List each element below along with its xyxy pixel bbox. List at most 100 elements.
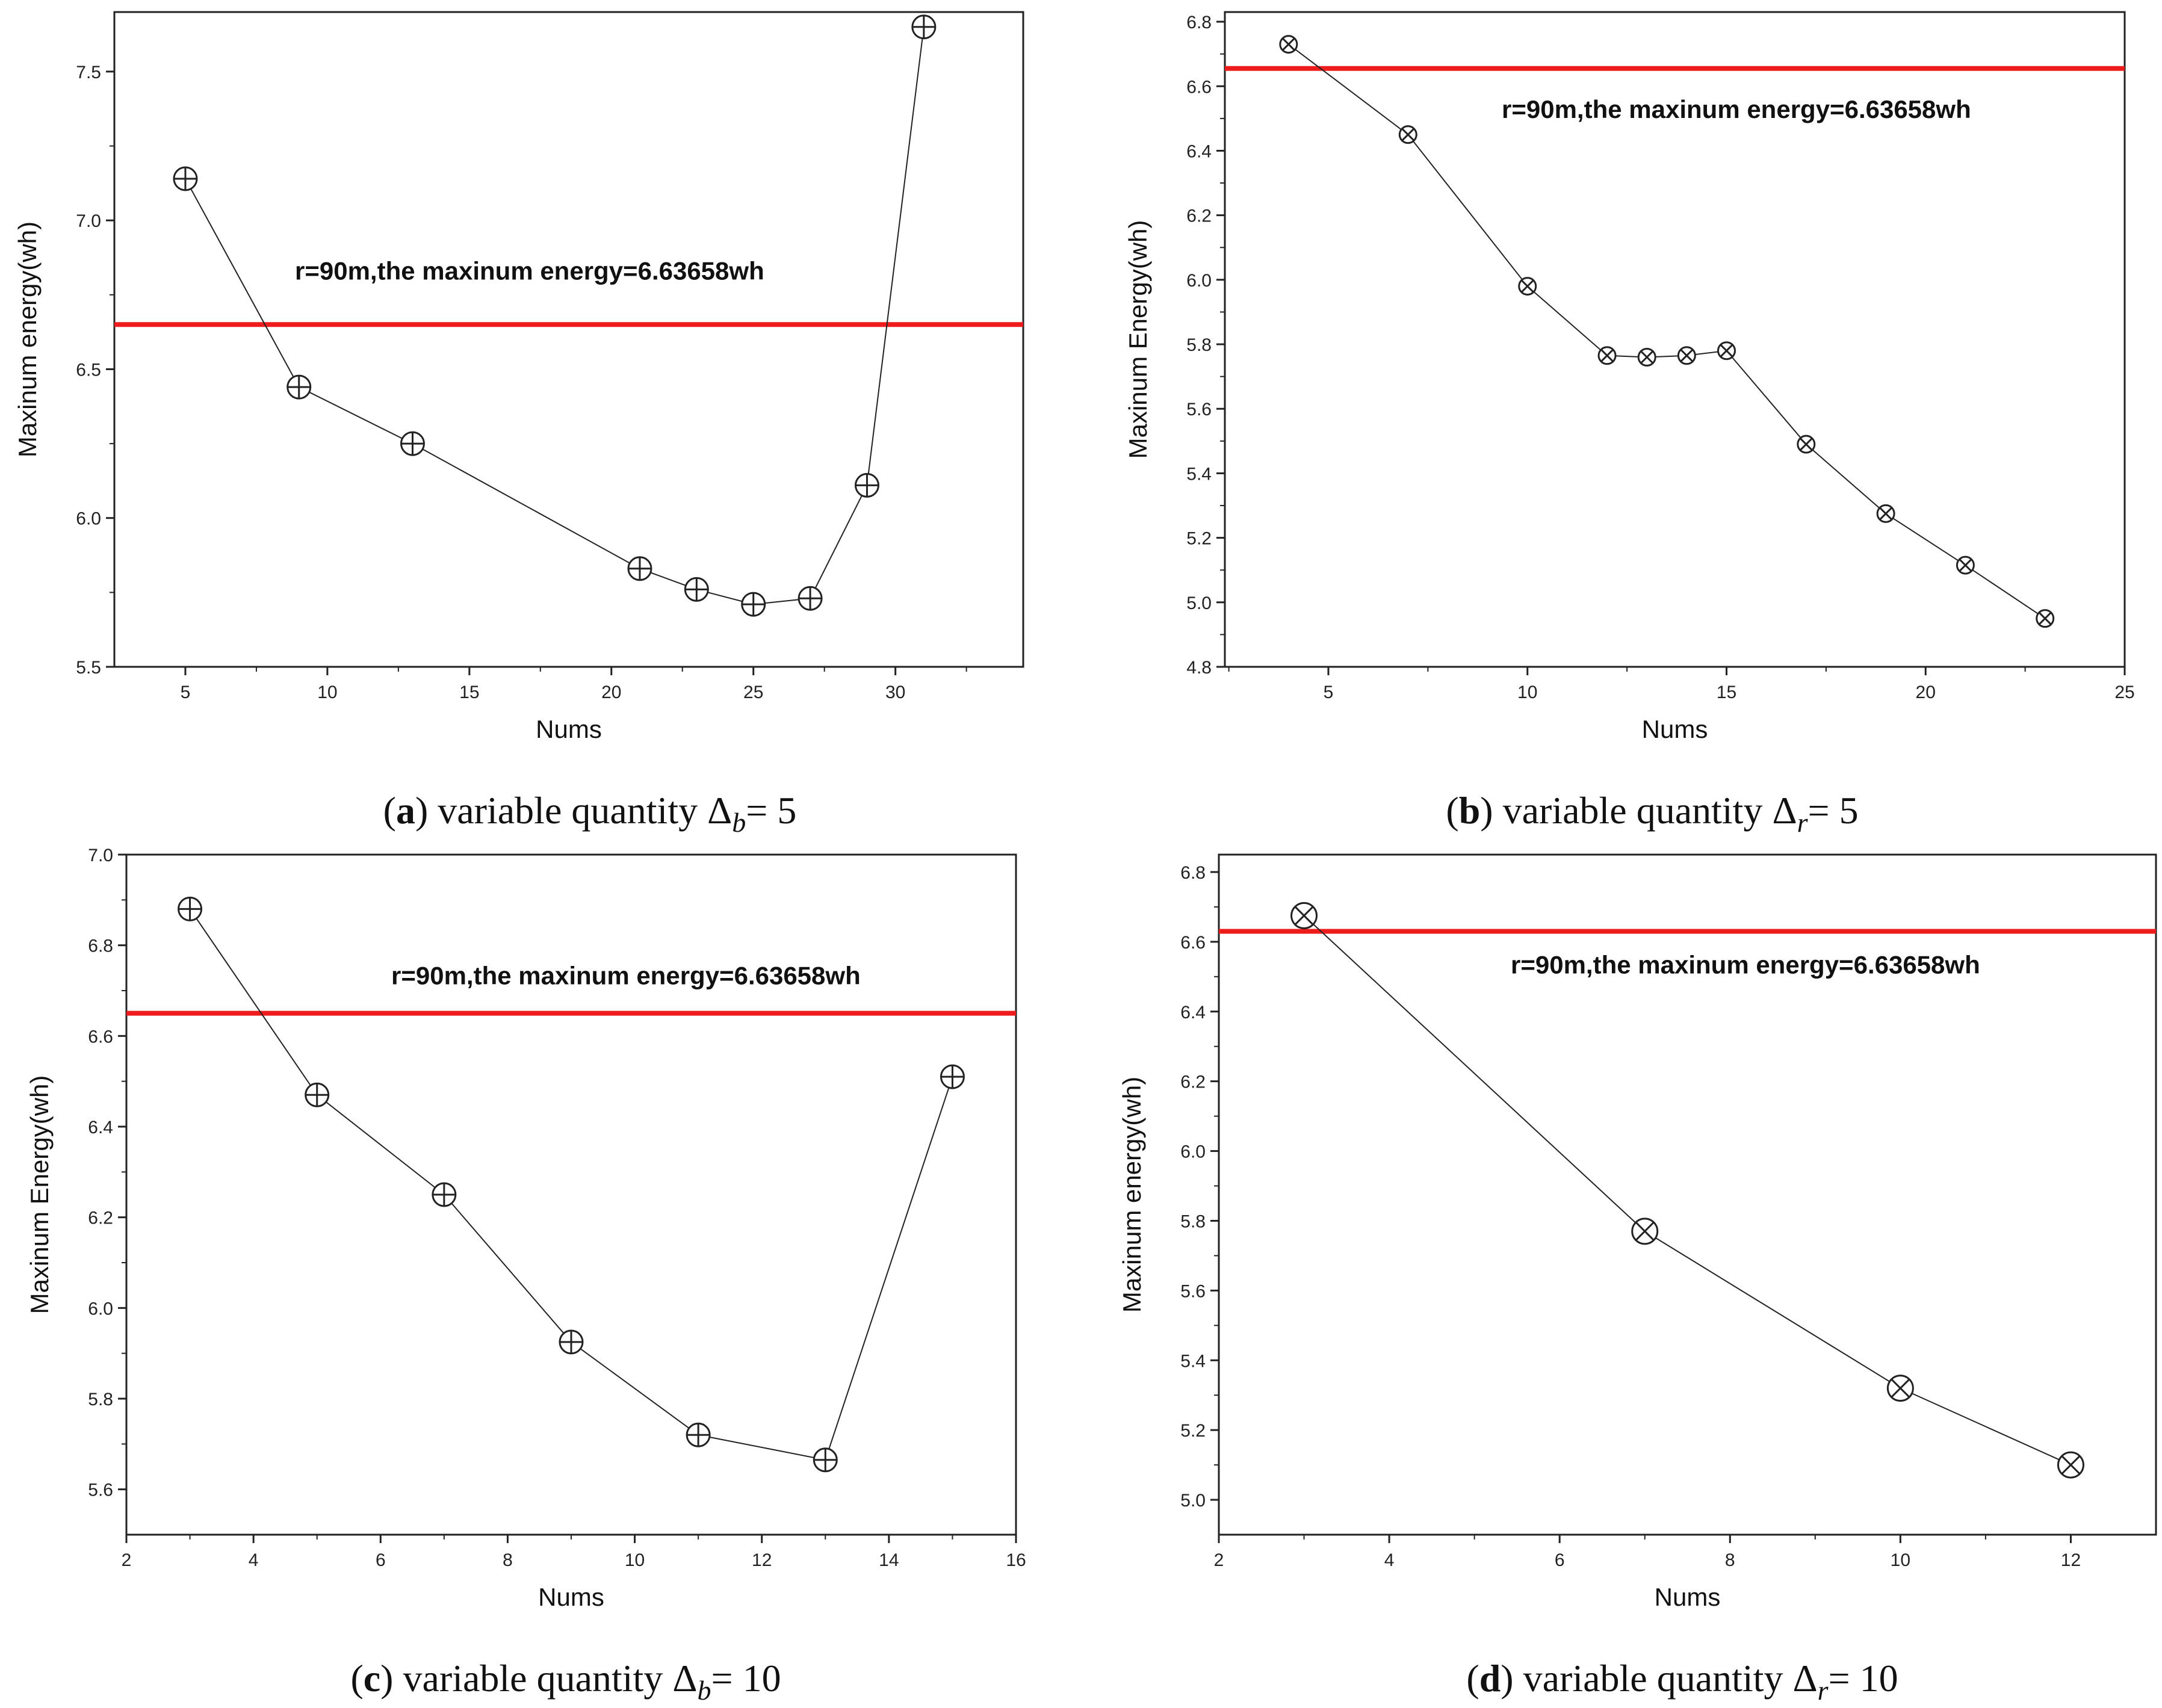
y-tick-label: 5.8 [1180, 1211, 1206, 1231]
y-tick-label: 6.4 [88, 1118, 113, 1137]
y-tick-label: 5.5 [76, 658, 101, 678]
data-point [854, 472, 879, 498]
y-tick-label: 6.4 [1180, 1003, 1206, 1023]
y-tick-label: 6.5 [76, 360, 101, 380]
y-tick-label: 6.8 [88, 936, 113, 956]
y-tick-label: 5.8 [88, 1390, 113, 1409]
y-tick-label: 6.6 [88, 1027, 113, 1047]
x-tick-label: 30 [885, 682, 905, 702]
panel-caption: (c) variable quantity Δb= 10 [350, 1657, 781, 1706]
y-tick-label: 5.8 [1186, 335, 1212, 355]
x-tick-label: 6 [1555, 1550, 1565, 1570]
threshold-annotation: r=90m,the maxinum energy=6.63658wh [1511, 950, 1980, 979]
y-tick-label: 5.2 [1180, 1421, 1206, 1441]
data-point [173, 166, 198, 191]
data-point [684, 577, 709, 602]
x-tick-label: 12 [2061, 1550, 2081, 1570]
threshold-annotation: r=90m,the maxinum energy=6.63658wh [295, 256, 764, 285]
y-tick-label: 7.5 [76, 63, 101, 82]
y-tick-label: 6.8 [1180, 863, 1206, 883]
data-point [559, 1329, 584, 1355]
panel-c: 2 4 6 8 10 12 14 16 5.6 5.8 6.0 6.2 6.4 6.6 6.8 7.0 Nums… [25, 846, 1026, 1706]
y-tick-label: 5.6 [1186, 400, 1212, 419]
y-tick-label: 6.0 [1186, 271, 1212, 291]
data-point [686, 1422, 711, 1447]
data-point [798, 586, 823, 611]
plot-frame [1224, 11, 2126, 668]
x-axis-label: Nums [538, 1583, 604, 1611]
y-tick-label: 5.6 [1180, 1281, 1206, 1301]
data-point [2036, 609, 2055, 628]
panel-caption: (b) variable quantity Δr= 5 [1446, 789, 1858, 838]
x-tick-label: 5 [1324, 682, 1334, 702]
x-tick-label: 5 [181, 682, 191, 702]
data-point [940, 1064, 965, 1089]
y-axis-label: Maxinum Energy(wh) [25, 1075, 54, 1314]
y-tick-label: 7.0 [88, 846, 113, 865]
data-point [1290, 902, 1318, 929]
x-tick-label: 14 [879, 1550, 899, 1570]
x-tick-label: 10 [1891, 1550, 1910, 1570]
y-tick-label: 6.6 [1186, 77, 1212, 97]
data-point [432, 1182, 457, 1207]
y-tick-label: 6.2 [1186, 206, 1212, 226]
x-tick-label: 16 [1006, 1550, 1026, 1570]
y-tick-label: 5.6 [88, 1481, 113, 1500]
x-tick-label: 25 [743, 682, 763, 702]
y-tick-label: 6.0 [76, 509, 101, 529]
x-axis-label: Nums [1642, 715, 1708, 743]
x-tick-label: 10 [317, 682, 337, 702]
data-point [1677, 346, 1696, 365]
y-tick-label: 5.4 [1180, 1351, 1206, 1371]
y-tick-label: 5.0 [1180, 1491, 1206, 1511]
data-point [911, 14, 937, 40]
y-tick-label: 6.4 [1186, 141, 1212, 161]
panel-caption: (d) variable quantity Δr= 10 [1466, 1657, 1898, 1706]
data-point [627, 556, 652, 581]
y-tick-label: 6.6 [1180, 933, 1206, 953]
data-point [813, 1447, 838, 1473]
y-tick-label: 6.2 [1180, 1072, 1206, 1092]
data-point [741, 592, 766, 617]
data-point [1876, 504, 1895, 523]
y-axis-label: Maxinum energy(wh) [13, 221, 42, 457]
panel-a: 5 10 15 20 25 30 5.5 6.0 6.5 7.0 7.5 Nums Maxinum en… [13, 11, 1024, 838]
x-tick-label: 10 [1517, 682, 1537, 702]
data-point [1631, 1218, 1659, 1245]
data-point [287, 374, 312, 400]
y-tick-label: 5.0 [1186, 593, 1212, 613]
threshold-annotation: r=90m,the maxinum energy=6.63658wh [391, 962, 861, 990]
data-point [1518, 277, 1537, 296]
panel-b: 5 10 15 20 25 4.8 5.0 5.2 5.4 5.6 5.8 6.0 6.2 6.4 6.6 6… [1124, 11, 2135, 838]
data-point [1717, 341, 1736, 360]
x-tick-label: 8 [1725, 1550, 1735, 1570]
x-tick-label: 15 [1717, 682, 1736, 702]
data-point [400, 431, 425, 456]
x-tick-label: 4 [1384, 1550, 1395, 1570]
y-tick-label: 6.8 [1186, 13, 1212, 32]
x-tick-label: 15 [459, 682, 479, 702]
data-point [178, 896, 203, 921]
plot-frame [1218, 853, 2157, 1536]
y-tick-label: 5.4 [1186, 464, 1212, 484]
y-tick-label: 6.0 [1180, 1142, 1206, 1162]
panel-caption: (a) variable quantity Δb= 5 [383, 789, 797, 838]
data-point [1886, 1375, 1914, 1402]
data-point [1637, 347, 1656, 367]
data-point [1956, 555, 1975, 575]
data-point [1597, 346, 1617, 365]
x-tick-label: 25 [2114, 682, 2134, 702]
x-tick-label: 4 [249, 1550, 259, 1570]
x-tick-label: 2 [122, 1550, 132, 1570]
x-axis-label: Nums [1655, 1583, 1721, 1611]
x-tick-label: 6 [376, 1550, 386, 1570]
data-point [1398, 125, 1417, 144]
y-axis-label: Maxinum Energy(wh) [1124, 220, 1152, 459]
data-point [2057, 1451, 2084, 1479]
x-tick-label: 20 [601, 682, 621, 702]
x-tick-label: 2 [1214, 1550, 1224, 1570]
data-point [1797, 435, 1816, 454]
threshold-annotation: r=90m,the maxinum energy=6.63658wh [1502, 95, 1971, 123]
panel-d: 2 4 6 8 10 12 5.0 5.2 5.4 5.6 5.8 6.0 6.2 6.4 6.6 6.8 Nu… [1118, 853, 2157, 1706]
